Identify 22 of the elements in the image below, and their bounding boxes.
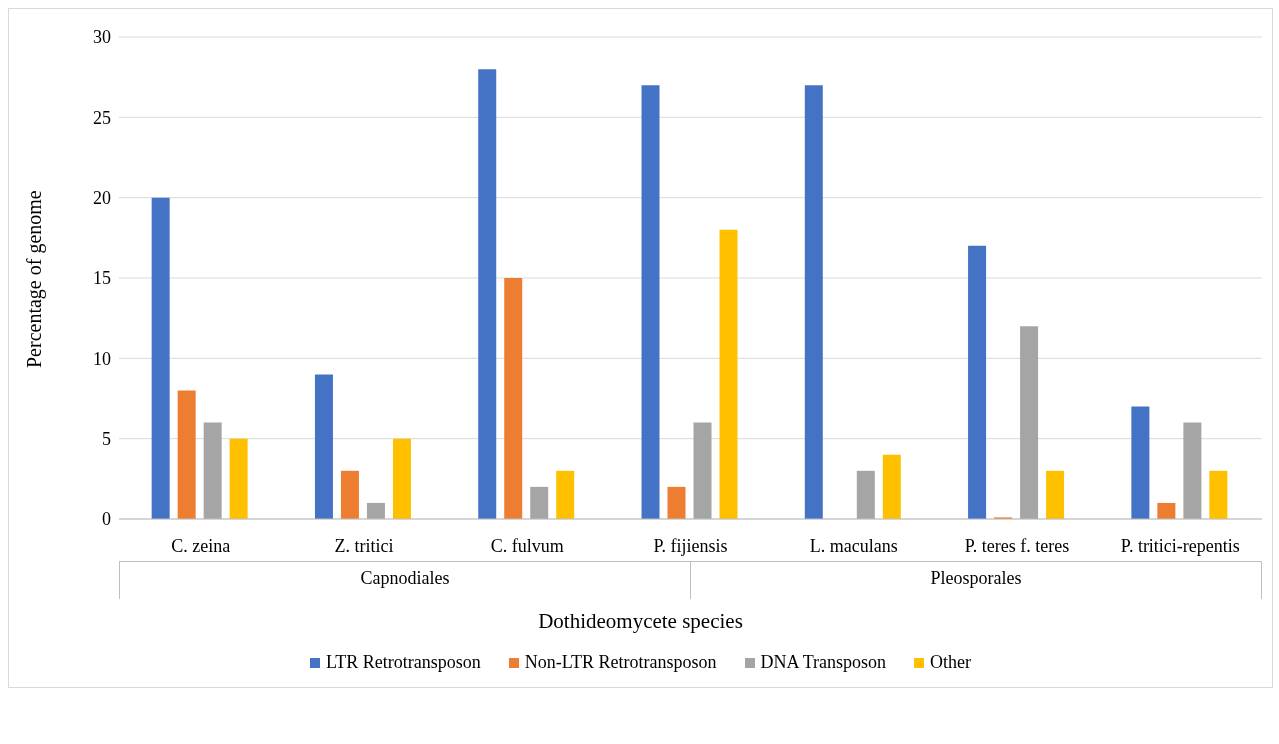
text: Capnodiales — [119, 562, 690, 599]
x-tick-label: C. fulvum — [490, 535, 564, 556]
y-tick-label: 30 — [93, 27, 111, 48]
x-tick-label: P. teres f. teres — [964, 535, 1070, 556]
x-tick-label: C. zeina — [171, 535, 231, 556]
y-tick-label: 20 — [93, 188, 111, 209]
text: Pleosporales — [690, 562, 1262, 599]
legend-label: LTR Retrotransposon — [325, 652, 481, 673]
x-tick-label: Z. tritici — [334, 535, 394, 556]
legend-label: Other — [930, 652, 972, 673]
x-tick-label: P. tritici-repentis — [1120, 535, 1240, 556]
x-tick-label: L. maculans — [809, 535, 898, 556]
y-tick-label: 10 — [93, 348, 111, 369]
y-tick-label: 5 — [102, 429, 111, 450]
legend-label: DNA Transposon — [760, 652, 887, 673]
y-axis-title: Percentage of genome — [23, 190, 47, 368]
y-tick-label: 25 — [93, 107, 111, 128]
legend-label: Non-LTR Retrotransposon — [524, 652, 717, 673]
x-tick-label: P. fijiensis — [653, 535, 728, 556]
x-axis-title: Dothideomycete species — [537, 609, 744, 634]
y-tick-label: 0 — [102, 509, 111, 530]
y-tick-label: 15 — [93, 268, 111, 289]
